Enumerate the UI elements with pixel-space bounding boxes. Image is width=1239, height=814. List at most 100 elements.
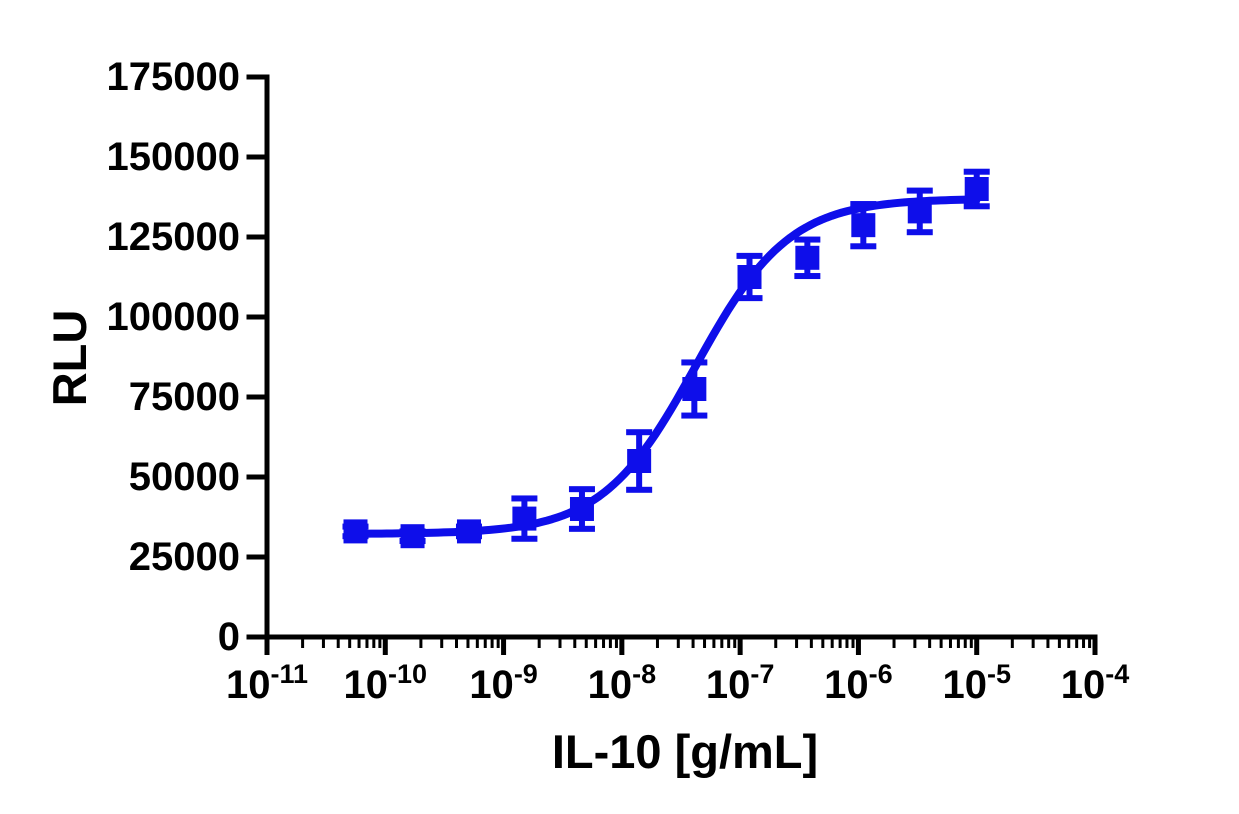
- error-bar-cap-bottom: [568, 525, 595, 532]
- y-axis-line: [264, 74, 270, 640]
- error-bar-cap-top: [511, 495, 538, 502]
- x-axis-minor-tick: [483, 637, 487, 648]
- error-bar-cap-bottom: [963, 203, 990, 210]
- x-axis-minor-tick: [419, 637, 423, 648]
- x-axis-minor-tick: [703, 637, 707, 648]
- x-axis-minor-tick: [378, 637, 382, 648]
- x-axis-minor-tick: [963, 637, 967, 648]
- x-axis-tick: [619, 637, 625, 655]
- data-point-marker: [569, 497, 594, 521]
- x-axis-minor-tick: [365, 637, 369, 648]
- error-bar-cap-bottom: [794, 273, 821, 280]
- data-point-marker: [343, 519, 368, 544]
- error-bar-cap-bottom: [736, 295, 763, 302]
- x-axis-minor-tick: [466, 637, 470, 648]
- error-bar-cap-bottom: [906, 229, 933, 236]
- error-bar-cap-top: [963, 168, 990, 175]
- x-axis-minor-tick: [348, 637, 352, 648]
- x-axis-minor-tick: [1088, 637, 1092, 648]
- x-axis-minor-tick: [301, 637, 305, 648]
- x-axis-tick-label: 10-6: [824, 659, 893, 707]
- x-axis-minor-tick: [892, 637, 896, 648]
- error-bar-cap-bottom: [850, 243, 877, 250]
- y-axis-tick-label: 150000: [107, 135, 240, 179]
- error-bar-cap-bottom: [626, 486, 653, 493]
- x-axis-tick-label: 10-10: [344, 659, 428, 707]
- x-axis-minor-tick: [851, 637, 855, 648]
- x-axis-minor-tick: [1046, 637, 1050, 648]
- x-axis-minor-tick: [584, 637, 588, 648]
- x-axis-tick: [974, 637, 980, 655]
- x-axis-minor-tick: [676, 637, 680, 648]
- x-axis-minor-tick: [928, 637, 932, 648]
- x-axis-title: IL-10 [g/mL]: [552, 725, 818, 778]
- x-axis-minor-tick: [1082, 637, 1086, 648]
- y-axis-tick-label: 75000: [129, 375, 240, 419]
- x-axis-minor-tick: [1067, 637, 1071, 648]
- error-bar-cap-top: [736, 252, 763, 259]
- x-axis-minor-tick: [969, 637, 973, 648]
- x-axis-tick-label: 10-11: [226, 659, 308, 707]
- x-axis-tick-label: 10-5: [942, 659, 1011, 707]
- x-axis-tick: [382, 637, 388, 655]
- x-axis-minor-tick: [795, 637, 799, 648]
- y-axis-tick: [246, 394, 265, 400]
- x-axis-minor-tick: [455, 637, 459, 648]
- x-axis-minor-tick: [490, 637, 494, 648]
- y-axis-tick: [246, 314, 265, 320]
- error-bar-cap-top: [794, 236, 821, 243]
- x-axis-minor-tick: [956, 637, 960, 648]
- x-axis-tick-label: 10-9: [469, 659, 538, 707]
- x-axis-minor-tick: [809, 637, 813, 648]
- y-axis-tick: [246, 74, 265, 80]
- x-axis-minor-tick: [537, 637, 541, 648]
- x-axis-minor-tick: [774, 637, 778, 648]
- x-axis-minor-tick: [608, 637, 612, 648]
- data-point-marker: [964, 177, 989, 201]
- y-axis-tick-label: 50000: [129, 455, 240, 499]
- x-axis-tick-label: 10-4: [1061, 659, 1130, 707]
- x-axis-minor-tick: [357, 637, 361, 648]
- x-axis-minor-tick: [475, 637, 479, 648]
- data-point-marker: [737, 265, 762, 289]
- x-axis-tick: [501, 637, 507, 655]
- x-axis-minor-tick: [440, 637, 444, 648]
- x-axis-minor-tick: [845, 637, 849, 648]
- y-axis-tick: [246, 474, 265, 480]
- x-axis-minor-tick: [1031, 637, 1035, 648]
- x-axis-line: [264, 634, 1098, 640]
- x-axis-tick: [264, 637, 270, 655]
- x-axis-minor-tick: [321, 637, 325, 648]
- data-point-marker: [851, 213, 876, 238]
- x-axis-minor-tick: [558, 637, 562, 648]
- x-axis-tick-label: 10-7: [706, 659, 775, 707]
- axes-layer: 0 25000 50000 75000 100000 125000 150000 175000…: [107, 55, 1130, 707]
- x-axis-minor-tick: [1010, 637, 1014, 648]
- fit-curve: [351, 195, 981, 538]
- data-point-marker: [400, 524, 425, 549]
- x-axis-minor-tick: [913, 637, 917, 648]
- x-axis-minor-tick: [372, 637, 376, 648]
- x-axis-minor-tick: [821, 637, 825, 648]
- error-bar-cap-bottom: [681, 412, 708, 419]
- x-axis-tick: [1092, 637, 1098, 655]
- y-axis-tick: [246, 154, 265, 160]
- x-axis-minor-tick: [594, 637, 598, 648]
- x-axis-minor-tick: [1075, 637, 1079, 648]
- x-axis-tick: [855, 637, 861, 655]
- data-point-marker: [512, 506, 537, 531]
- data-point-marker: [627, 449, 652, 473]
- x-axis-minor-tick: [720, 637, 724, 648]
- x-axis-minor-tick: [838, 637, 842, 648]
- x-axis-minor-tick: [496, 637, 500, 648]
- x-axis-minor-tick: [948, 637, 952, 648]
- data-point-marker: [456, 519, 481, 544]
- plot-layer: [342, 168, 990, 549]
- y-axis-tick-label: 125000: [107, 215, 240, 259]
- x-axis-minor-tick: [830, 637, 834, 648]
- x-axis-minor-tick: [573, 637, 577, 648]
- y-axis-tick-label: 100000: [107, 295, 240, 339]
- data-point-marker: [907, 199, 932, 224]
